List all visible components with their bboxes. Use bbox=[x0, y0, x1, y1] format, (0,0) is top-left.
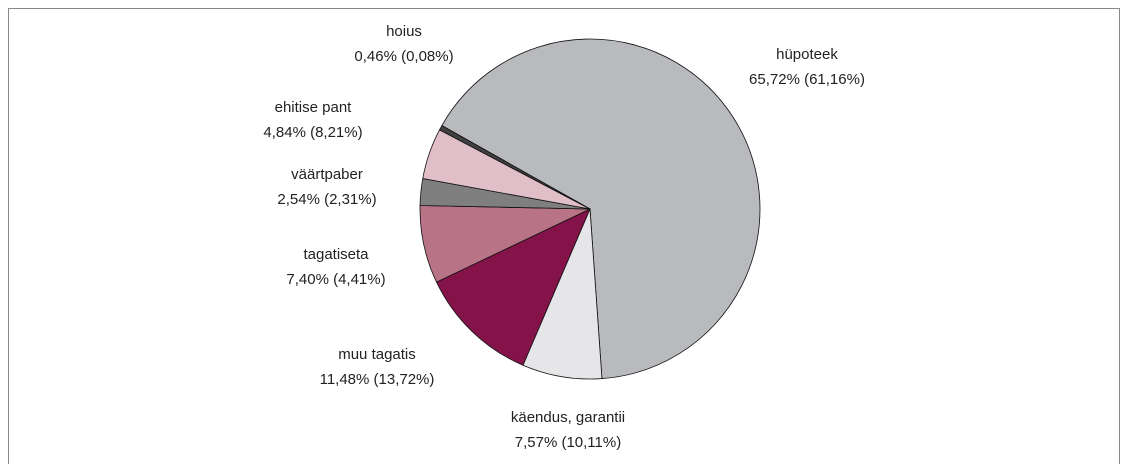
slice-label: väärtpaber bbox=[291, 166, 363, 183]
pie-slice bbox=[441, 38, 761, 380]
slice-label: tagatiseta bbox=[303, 246, 369, 263]
pie-slice bbox=[439, 125, 591, 210]
value-label: 7,57% (10,11%) bbox=[515, 434, 621, 451]
slice-label: käendus, garantii bbox=[511, 409, 625, 426]
value-label: 65,72% (61,16%) bbox=[749, 71, 865, 88]
slice-label: hoius bbox=[386, 23, 422, 40]
value-label: 2,54% (2,31%) bbox=[277, 191, 376, 208]
pie-slice bbox=[435, 208, 591, 366]
value-label: 4,84% (8,21%) bbox=[263, 124, 362, 141]
slice-label: hüpoteek bbox=[776, 46, 838, 63]
value-label: 11,48% (13,72%) bbox=[320, 371, 435, 388]
value-label: 7,40% (4,41%) bbox=[286, 271, 385, 288]
value-label: 0,46% (0,08%) bbox=[354, 48, 453, 65]
slice-label: muu tagatis bbox=[338, 346, 416, 363]
frame bbox=[8, 8, 1120, 464]
slice-label: ehitise pant bbox=[275, 99, 353, 116]
